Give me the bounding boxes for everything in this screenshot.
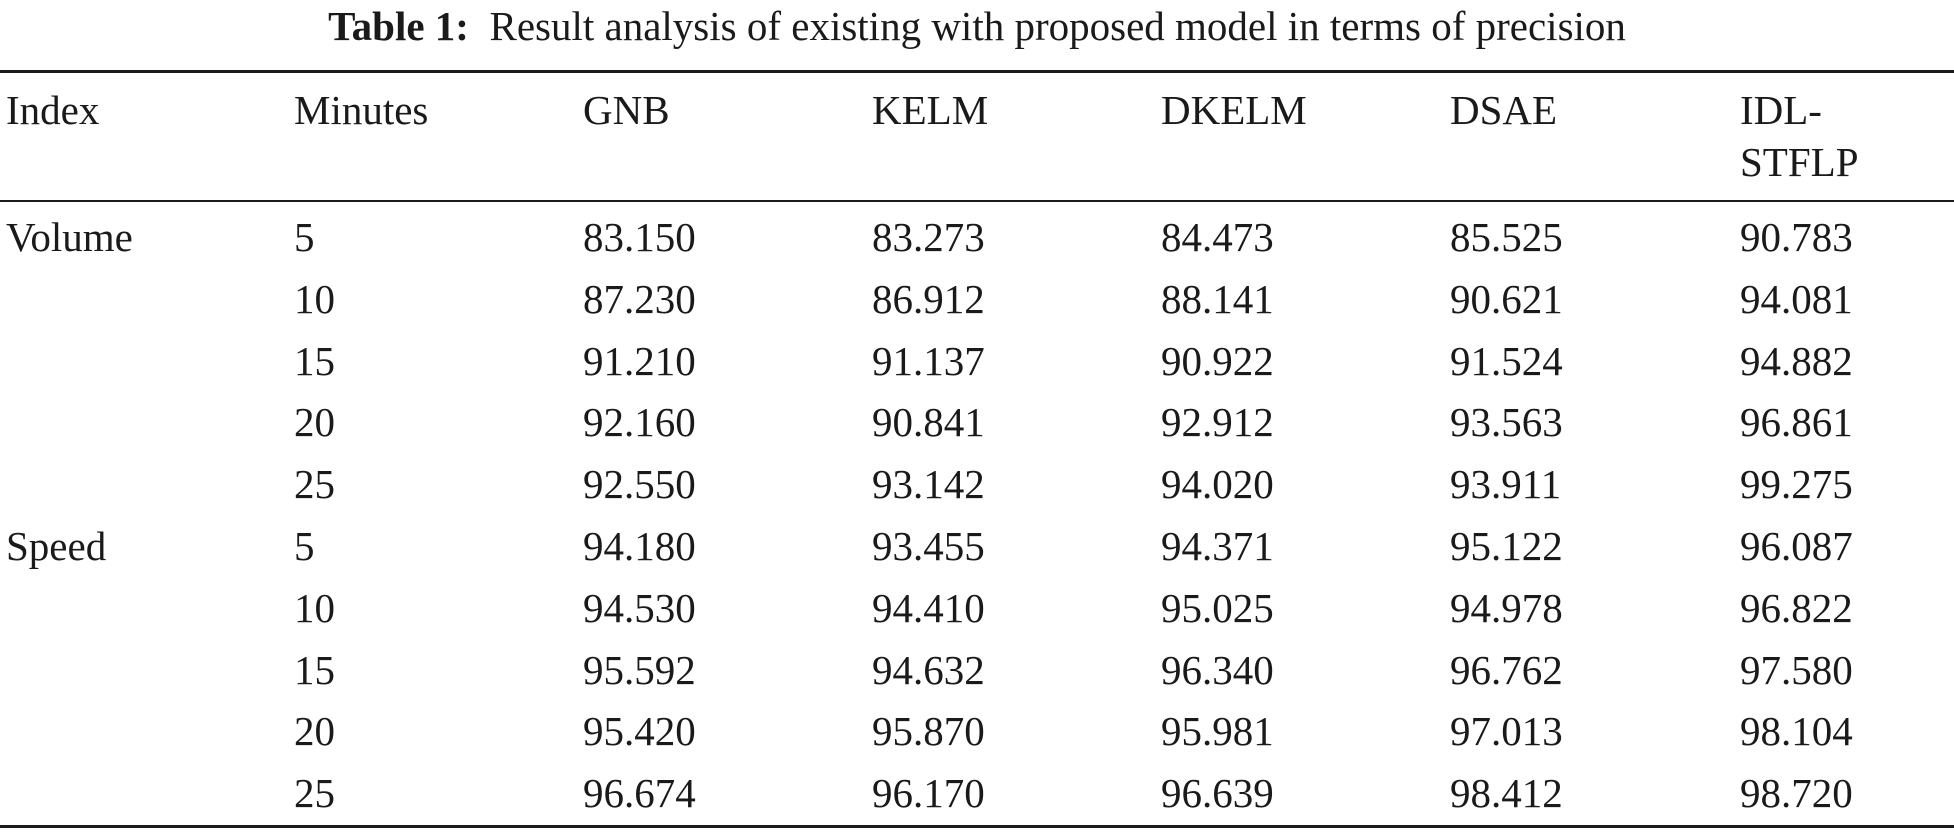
cell-dkelm: 88.141 [1161, 275, 1274, 322]
header-dsae: DSAE [1450, 87, 1558, 133]
cell-dsae: 95.122 [1450, 523, 1563, 569]
header-dkelm: DKELM [1161, 87, 1307, 133]
cell-minutes: 15 [294, 646, 335, 693]
header-index: Index [6, 87, 100, 133]
caption-label: Table 1: [328, 3, 469, 49]
cell-gnb: 87.230 [583, 275, 696, 322]
cell-index: Volume [6, 214, 133, 260]
cell-dsae: 97.013 [1450, 708, 1563, 755]
cell-kelm: 93.455 [872, 523, 985, 569]
cell-idl-stflp: 96.822 [1740, 584, 1853, 631]
cell-kelm: 94.632 [872, 646, 985, 693]
cell-kelm: 83.273 [872, 214, 985, 260]
cell-kelm: 93.142 [872, 461, 985, 508]
cell-idl-stflp: 96.861 [1740, 399, 1853, 446]
cell-dkelm: 96.340 [1161, 646, 1274, 693]
cell-idl-stflp: 96.087 [1740, 523, 1853, 569]
table-row: 25 96.674 96.170 96.639 98.412 98.720 [0, 762, 1954, 824]
table-row: 15 91.210 91.137 90.922 91.524 94.882 [0, 330, 1954, 392]
cell-idl-stflp: 99.275 [1740, 461, 1853, 508]
table-row: 10 87.230 86.912 88.141 90.621 94.081 [0, 268, 1954, 330]
cell-idl-stflp: 94.081 [1740, 275, 1853, 322]
table-header-rule [0, 200, 1954, 202]
cell-dkelm: 94.020 [1161, 461, 1274, 508]
cell-dsae: 98.412 [1450, 770, 1563, 817]
cell-dkelm: 90.922 [1161, 337, 1274, 384]
cell-kelm: 96.170 [872, 770, 985, 817]
cell-minutes: 25 [294, 770, 335, 817]
cell-dkelm: 95.981 [1161, 708, 1274, 755]
cell-dkelm: 84.473 [1161, 214, 1274, 260]
cell-idl-stflp: 90.783 [1740, 214, 1853, 260]
cell-gnb: 92.550 [583, 461, 696, 508]
cell-dsae: 94.978 [1450, 584, 1563, 631]
cell-minutes: 20 [294, 708, 335, 755]
cell-minutes: 15 [294, 337, 335, 384]
cell-dkelm: 96.639 [1161, 770, 1274, 817]
cell-gnb: 91.210 [583, 337, 696, 384]
cell-minutes: 5 [294, 523, 315, 569]
cell-minutes: 25 [294, 461, 335, 508]
cell-kelm: 94.410 [872, 584, 985, 631]
cell-dkelm: 94.371 [1161, 523, 1274, 569]
table-row: Speed 5 94.180 93.455 94.371 95.122 96.087 [0, 515, 1954, 577]
cell-gnb: 94.530 [583, 584, 696, 631]
caption-text: Result analysis of existing with propose… [489, 3, 1626, 49]
cell-minutes: 10 [294, 275, 335, 322]
cell-dsae: 96.762 [1450, 646, 1563, 693]
cell-minutes: 5 [294, 214, 315, 260]
table-caption: Table 1: Result analysis of existing wit… [0, 0, 1954, 52]
table-top-rule [0, 70, 1954, 73]
cell-gnb: 96.674 [583, 770, 696, 817]
cell-kelm: 86.912 [872, 275, 985, 322]
header-kelm: KELM [872, 87, 989, 133]
table-row: 10 94.530 94.410 95.025 94.978 96.822 [0, 577, 1954, 639]
table-row: 20 95.420 95.870 95.981 97.013 98.104 [0, 700, 1954, 762]
cell-kelm: 95.870 [872, 708, 985, 755]
cell-dsae: 93.563 [1450, 399, 1563, 446]
cell-index: Speed [6, 523, 107, 569]
table-row: 20 92.160 90.841 92.912 93.563 96.861 [0, 391, 1954, 453]
cell-kelm: 91.137 [872, 337, 985, 384]
header-idl-stflp-line2: STFLP [1740, 139, 1859, 185]
cell-minutes: 10 [294, 584, 335, 631]
header-minutes: Minutes [294, 87, 429, 133]
cell-gnb: 94.180 [583, 523, 696, 569]
cell-idl-stflp: 94.882 [1740, 337, 1853, 384]
cell-dsae: 85.525 [1450, 214, 1563, 260]
header-idl-stflp-line1: IDL- [1740, 87, 1822, 133]
cell-gnb: 92.160 [583, 399, 696, 446]
cell-minutes: 20 [294, 399, 335, 446]
table-row: 25 92.550 93.142 94.020 93.911 99.275 [0, 453, 1954, 515]
cell-dsae: 93.911 [1450, 461, 1562, 508]
cell-gnb: 95.592 [583, 646, 696, 693]
table-row: 15 95.592 94.632 96.340 96.762 97.580 [0, 639, 1954, 701]
header-gnb: GNB [583, 87, 670, 133]
cell-idl-stflp: 98.720 [1740, 770, 1853, 817]
table-row: Volume 5 83.150 83.273 84.473 85.525 90.783 [0, 206, 1954, 268]
cell-gnb: 95.420 [583, 708, 696, 755]
cell-gnb: 83.150 [583, 214, 696, 260]
cell-dkelm: 95.025 [1161, 584, 1274, 631]
cell-dsae: 91.524 [1450, 337, 1563, 384]
cell-kelm: 90.841 [872, 399, 985, 446]
cell-idl-stflp: 97.580 [1740, 646, 1853, 693]
cell-idl-stflp: 98.104 [1740, 708, 1853, 755]
table-bottom-rule [0, 825, 1954, 828]
cell-dkelm: 92.912 [1161, 399, 1274, 446]
cell-dsae: 90.621 [1450, 275, 1563, 322]
